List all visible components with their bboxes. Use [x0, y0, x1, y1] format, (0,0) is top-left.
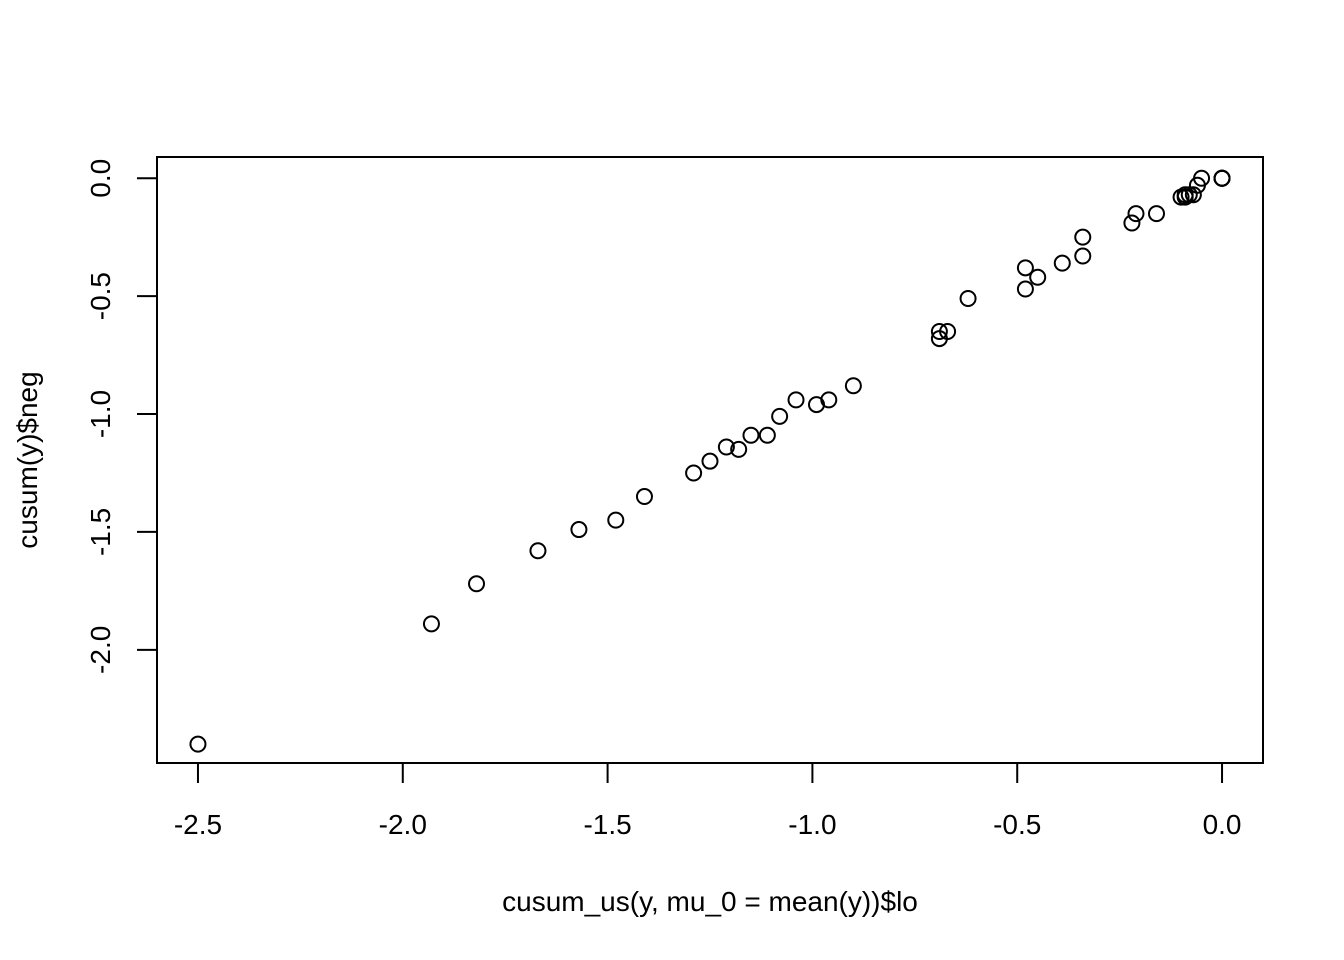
x-tick-label: -2.5	[174, 809, 222, 840]
x-axis: -2.5 -2.0 -1.5 -1.0 -0.5 0.0	[174, 762, 1242, 840]
data-point	[1016, 259, 1034, 277]
data-point	[730, 440, 748, 458]
x-tick-label: -1.0	[788, 809, 836, 840]
data-point	[787, 391, 805, 409]
y-axis-title: cusum(y)$neg	[12, 371, 43, 548]
data-point	[1176, 186, 1194, 204]
data-point	[844, 377, 862, 395]
data-point	[1074, 228, 1092, 246]
x-tick-label: -2.0	[379, 809, 427, 840]
data-point	[607, 511, 625, 529]
x-tick-label: -1.5	[583, 809, 631, 840]
data-point	[1053, 254, 1071, 272]
data-point	[1184, 186, 1202, 204]
data-point	[1029, 268, 1047, 286]
x-axis-title: cusum_us(y, mu_0 = mean(y))$lo	[502, 886, 918, 917]
data-point	[1123, 214, 1141, 232]
data-point	[468, 575, 486, 593]
y-tick-label: -0.5	[85, 272, 116, 320]
x-tick-label: 0.0	[1203, 809, 1242, 840]
data-point	[189, 735, 207, 753]
y-tick-label: -1.5	[85, 508, 116, 556]
data-point	[771, 407, 789, 425]
data-point	[1147, 205, 1165, 223]
data-point	[1074, 247, 1092, 265]
x-tick-label: -0.5	[993, 809, 1041, 840]
data-point	[820, 391, 838, 409]
data-point	[635, 488, 653, 506]
data-point	[701, 452, 719, 470]
data-point	[930, 322, 948, 340]
data-point	[939, 322, 957, 340]
data-point	[717, 438, 735, 456]
data-point	[1213, 169, 1231, 187]
data-points	[189, 169, 1231, 753]
data-point	[422, 615, 440, 633]
y-tick-label: 0.0	[85, 159, 116, 198]
y-tick-label: -1.0	[85, 390, 116, 438]
data-point	[1016, 280, 1034, 298]
data-point	[742, 426, 760, 444]
y-axis: 0.0 -0.5 -1.0 -1.5 -2.0	[85, 159, 158, 674]
data-point	[758, 426, 776, 444]
data-point	[529, 542, 547, 560]
data-point	[1127, 205, 1145, 223]
data-point	[959, 289, 977, 307]
data-point	[570, 521, 588, 539]
data-point	[1193, 169, 1211, 187]
y-tick-label: -2.0	[85, 626, 116, 674]
data-point	[685, 464, 703, 482]
plot-frame	[156, 156, 1264, 764]
